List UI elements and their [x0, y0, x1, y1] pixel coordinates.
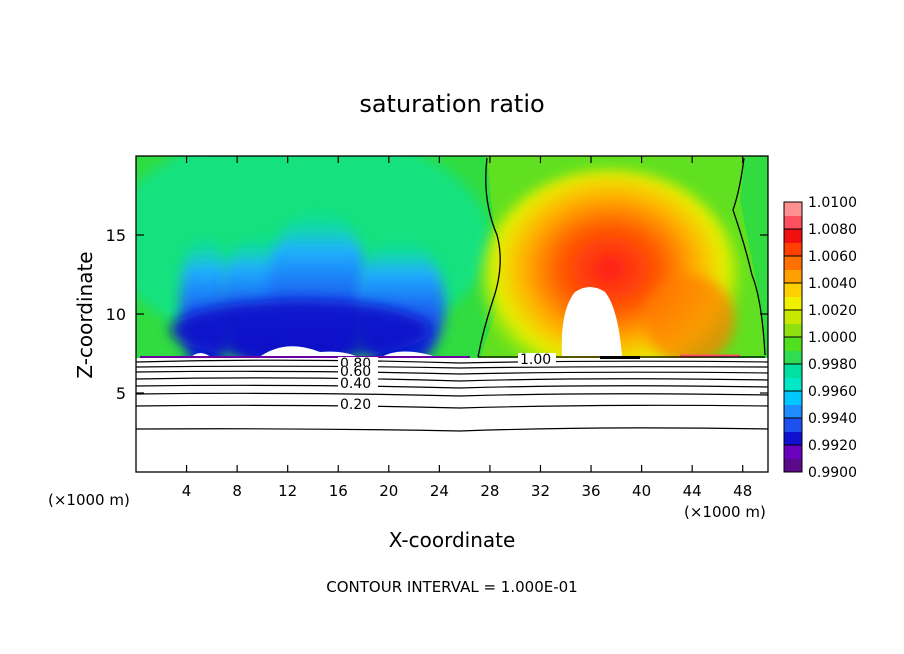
colorbar-label: 0.9900 [808, 465, 857, 481]
contour-line [135, 359, 769, 364]
x-tick-label: 44 [683, 482, 702, 500]
y-tick-label: 10 [106, 305, 126, 324]
x-unit-left: (×1000 m) [48, 491, 130, 509]
x-tick-label: 20 [379, 482, 398, 500]
contour-line [135, 392, 769, 397]
x-tick-label: 48 [733, 482, 752, 500]
colorbar-label: 0.9940 [808, 411, 857, 427]
y-tick-label: 15 [106, 226, 126, 245]
colorbar-label: 1.0060 [808, 249, 857, 265]
colorbar-swatch [784, 458, 802, 473]
contour-line [135, 370, 769, 375]
colorbar-swatch [784, 269, 802, 284]
x-axis: 4 8 12 16 20 24 28 32 36 40 44 48 [182, 156, 752, 500]
contour-line [135, 365, 769, 369]
colorbar-label: 0.9920 [808, 438, 857, 454]
colorbar-swatch [784, 323, 802, 338]
colorbar-swatch [784, 337, 802, 351]
colorbar-label: 1.0080 [808, 222, 857, 238]
y-axis: 5 10 15 [106, 226, 768, 403]
colorbar-swatch [784, 377, 802, 392]
contour-line-100-left [477, 157, 501, 358]
x-tick-label: 40 [632, 482, 651, 500]
contour-labels: 0.80 0.60 0.40 0.20 1.00 [338, 352, 556, 413]
colorbar-swatch [784, 202, 802, 216]
y-axis-label: Z-coordinate [73, 251, 97, 378]
colorbar-label: 1.0000 [808, 330, 857, 346]
contour-interval-note: CONTOUR INTERVAL = 1.000E-01 [326, 578, 577, 596]
contour-label-bg [518, 353, 556, 365]
colorbar-label: 0.9960 [808, 384, 857, 400]
colorbar-swatch [784, 283, 802, 297]
colorbar-swatch [784, 350, 802, 365]
colorbar-swatch [784, 391, 802, 405]
colorbar-swatch [784, 310, 802, 324]
field-blue-core [170, 300, 430, 360]
contour-line [135, 384, 769, 389]
colorbar: 1.0100 1.0080 1.0060 1.0040 1.0020 1.0000 0.99… [783, 195, 857, 481]
colorbar-label: 1.0020 [808, 303, 857, 319]
contour-fill [600, 356, 640, 359]
contour-line-100-right [732, 157, 766, 356]
colorbar-swatch [784, 215, 802, 230]
colorbar-swatch [784, 242, 802, 257]
x-tick-label: 4 [182, 482, 192, 500]
x-tick-label: 28 [480, 482, 499, 500]
colorbar-swatch [784, 364, 802, 378]
colorbar-swatch [784, 404, 802, 419]
contour-label: 0.40 [340, 376, 371, 392]
field-white-core [561, 287, 622, 356]
x-tick-label: 32 [531, 482, 550, 500]
contour-label: 1.00 [520, 352, 551, 368]
colorbar-label: 1.0040 [808, 276, 857, 292]
contour-label-bg [338, 377, 378, 389]
x-tick-label: 8 [232, 482, 242, 500]
colorbar-swatch [784, 445, 802, 459]
colorbar-swatch [784, 418, 802, 432]
x-tick-label: 24 [430, 482, 449, 500]
x-axis-label: X-coordinate [389, 528, 516, 552]
contour-line [135, 427, 769, 432]
contour-label-bg [338, 366, 378, 378]
saturation-field [136, 156, 768, 472]
contour-label: 0.20 [340, 397, 371, 413]
colorbar-swatch [784, 229, 802, 243]
colorbar-label: 1.0100 [808, 195, 857, 211]
x-unit-right: (×1000 m) [684, 503, 766, 521]
colorbar-swatch [784, 296, 802, 311]
colorbar-swatch [784, 431, 802, 446]
x-tick-label: 12 [278, 482, 297, 500]
contour-line [135, 404, 769, 409]
contour-label: 0.60 [340, 364, 371, 380]
y-tick-label: 5 [116, 384, 126, 403]
contour-line [135, 377, 769, 382]
field-warm-lobe [645, 275, 735, 365]
x-tick-label: 16 [329, 482, 348, 500]
chart-title: saturation ratio [359, 90, 544, 118]
colorbar-swatch [784, 256, 802, 270]
x-tick-label: 36 [581, 482, 600, 500]
contour-label-bg [338, 397, 378, 409]
colorbar-label: 0.9980 [808, 357, 857, 373]
surface-contours [135, 356, 769, 432]
field-lower-blank [136, 358, 768, 472]
field-surface-bumps [190, 346, 440, 358]
